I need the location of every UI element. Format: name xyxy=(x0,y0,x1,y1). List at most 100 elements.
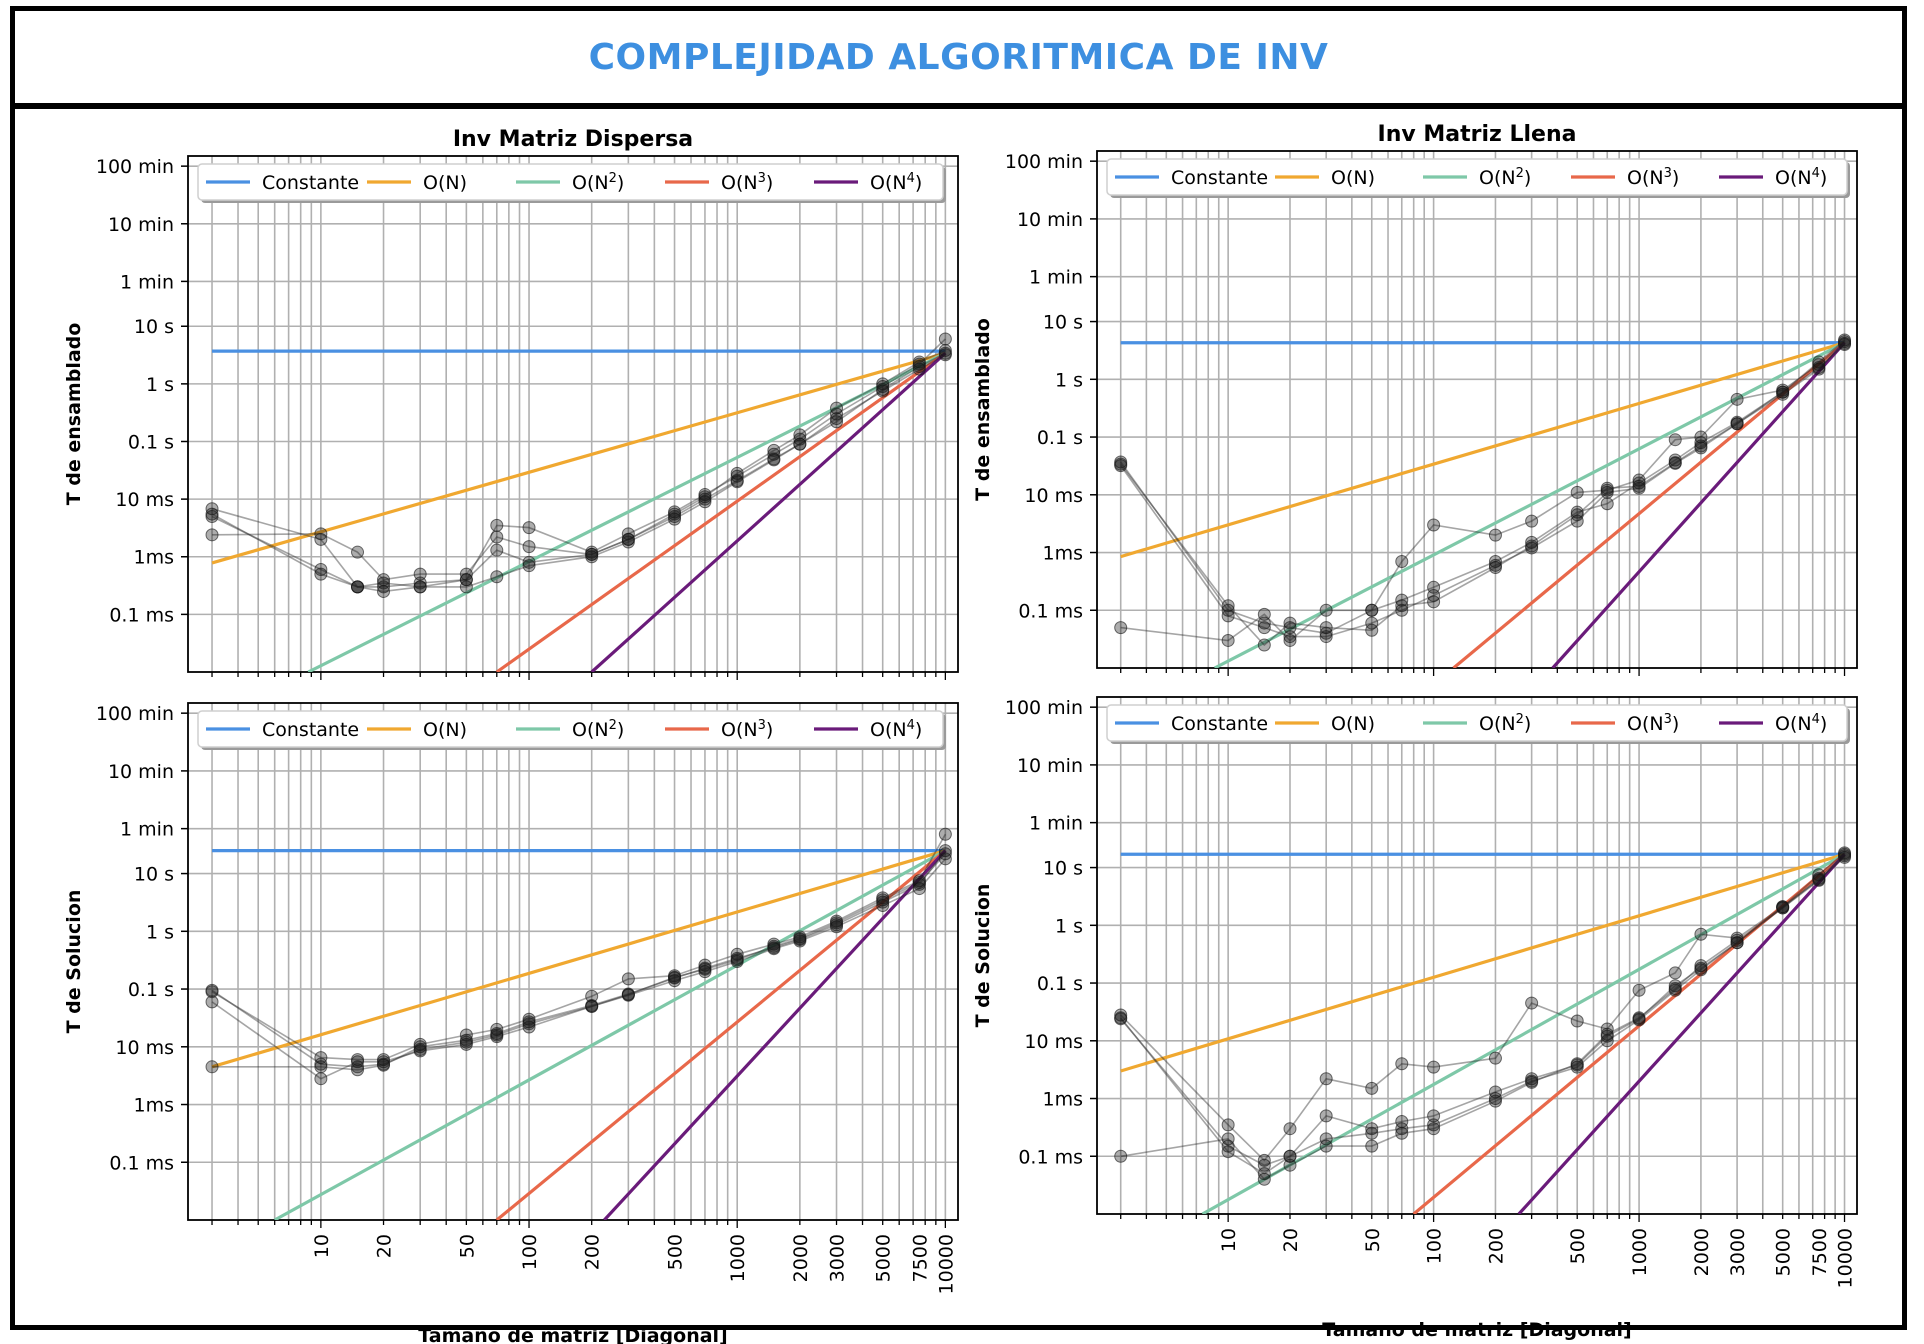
data-point xyxy=(1283,621,1297,635)
data-point xyxy=(490,518,504,532)
measurement-line xyxy=(211,853,946,1068)
data-point xyxy=(938,343,952,357)
y-tick-label: 1 s xyxy=(1055,369,1083,391)
data-point xyxy=(621,987,635,1001)
x-tick-label: 20 xyxy=(1280,1228,1302,1252)
data-point xyxy=(314,1051,328,1065)
data-point xyxy=(522,521,536,535)
y-axis-label: T de Solucion xyxy=(972,884,994,1028)
data-point xyxy=(1694,961,1708,975)
data-point xyxy=(876,898,890,912)
data-point xyxy=(912,882,926,896)
measurement-line xyxy=(211,349,946,581)
data-point xyxy=(1427,1122,1441,1136)
data-point xyxy=(668,971,682,985)
legend-label: O(N3) xyxy=(1627,166,1679,189)
data-point xyxy=(459,1037,473,1051)
data-point xyxy=(1776,387,1790,401)
page-title: COMPLEJIDAD ALGORITMICA DE INV xyxy=(588,36,1329,78)
data-point xyxy=(413,1044,427,1058)
data-point xyxy=(621,535,635,549)
data-point xyxy=(1600,481,1614,495)
measurement-line xyxy=(1120,852,1846,1162)
data-point xyxy=(1838,847,1852,861)
data-point xyxy=(522,1015,536,1029)
data-point xyxy=(490,1022,504,1036)
y-tick-label: 10 min xyxy=(108,761,174,783)
data-point xyxy=(413,1040,427,1054)
y-tick-label: 0.1 s xyxy=(128,431,174,453)
legend-label: O(N) xyxy=(423,719,467,741)
data-point xyxy=(1221,599,1235,613)
y-tick-label: 100 min xyxy=(96,703,174,725)
data-point xyxy=(730,947,744,961)
data-point xyxy=(1488,528,1502,542)
y-tick-label: 10 ms xyxy=(115,1037,174,1059)
data-point xyxy=(912,362,926,376)
legend-label: Constante xyxy=(1171,167,1268,189)
plot-frame xyxy=(1096,150,1858,669)
data-point xyxy=(585,998,599,1012)
data-point xyxy=(459,1028,473,1042)
data-point xyxy=(585,550,599,564)
data-point xyxy=(1283,630,1297,644)
y-tick-label: 1 min xyxy=(120,271,174,293)
data-point xyxy=(698,965,712,979)
data-point xyxy=(1488,561,1502,575)
x-tick-label: 10 xyxy=(311,1234,333,1258)
data-point xyxy=(490,530,504,544)
legend-label: O(N2) xyxy=(1479,712,1531,735)
x-tick-label: 3000 xyxy=(1727,1228,1749,1276)
legend-label: O(N3) xyxy=(721,171,773,194)
x-tick-label: 2000 xyxy=(790,1234,812,1282)
reference-line-2 xyxy=(211,351,946,565)
measurement-line xyxy=(1120,856,1846,1167)
data-point xyxy=(1319,1072,1333,1086)
y-tick-label: 1ms xyxy=(1043,1089,1084,1111)
data-point xyxy=(1730,936,1744,950)
y-tick-label: 10 s xyxy=(1043,858,1083,880)
chart-title: Inv Matriz Dispersa xyxy=(453,127,693,152)
data-point xyxy=(1395,554,1409,568)
data-point xyxy=(1395,603,1409,617)
data-point xyxy=(1114,1149,1128,1163)
data-point xyxy=(1221,603,1235,617)
data-point xyxy=(1668,456,1682,470)
y-tick-label: 100 min xyxy=(1005,151,1083,173)
data-point xyxy=(1812,355,1826,369)
chart-panel-3: 0.1 ms 1ms 10 ms 0.1 s 1 s 10 s 1 min 10 min 100… xyxy=(63,702,959,1344)
data-point xyxy=(730,955,744,968)
data-point xyxy=(730,951,744,965)
x-tick-label: 100 xyxy=(519,1234,541,1270)
data-point xyxy=(1525,539,1539,553)
data-point xyxy=(1395,1057,1409,1071)
y-tick-label: 0.1 s xyxy=(1037,427,1083,449)
data-point xyxy=(698,495,712,509)
data-point xyxy=(1114,1008,1128,1022)
data-point xyxy=(314,1060,328,1074)
legend-label: Constante xyxy=(1171,713,1268,735)
data-point xyxy=(1257,621,1271,635)
y-tick-label: 10 ms xyxy=(115,489,174,511)
data-point xyxy=(1525,535,1539,549)
x-axis-label: Tamano de matriz [Diagonal] xyxy=(1322,1319,1632,1341)
data-point xyxy=(490,1030,504,1044)
data-point xyxy=(377,573,391,587)
y-tick-label: 0.1 ms xyxy=(1018,600,1083,622)
x-tick-label: 1000 xyxy=(727,1234,749,1282)
data-point xyxy=(1427,1060,1441,1074)
data-point xyxy=(377,1058,391,1072)
legend-box xyxy=(1106,158,1848,196)
data-point xyxy=(1776,900,1790,914)
data-point xyxy=(1114,457,1128,471)
y-tick-label: 10 ms xyxy=(1024,1031,1083,1053)
data-point xyxy=(1427,595,1441,609)
reference-line-5 xyxy=(1517,853,1846,1214)
data-point xyxy=(876,377,890,391)
y-tick-label: 0.1 s xyxy=(128,979,174,1001)
reference-line-5 xyxy=(603,849,947,1220)
plot-frame xyxy=(187,702,959,1221)
data-point xyxy=(1365,1122,1379,1136)
legend-label: Constante xyxy=(262,172,359,194)
data-point xyxy=(1694,436,1708,450)
